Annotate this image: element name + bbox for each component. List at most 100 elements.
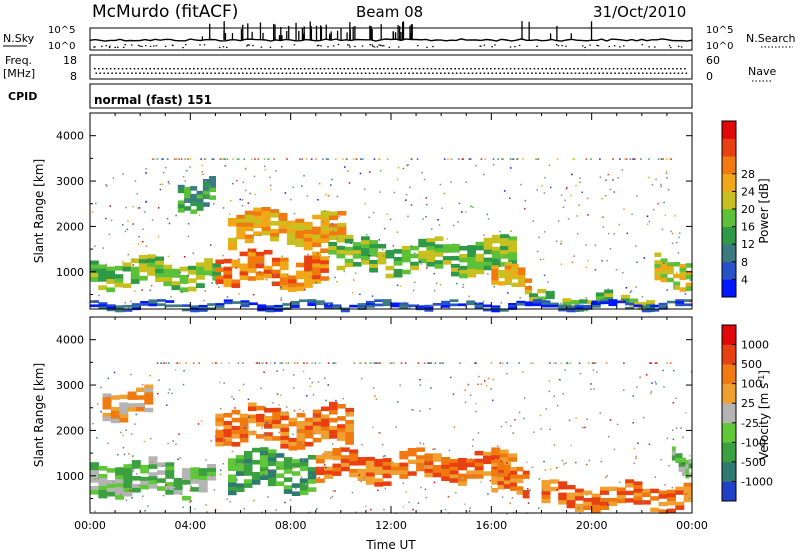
power-point (242, 181, 244, 184)
power-point (124, 302, 127, 304)
power-line-point (386, 158, 389, 160)
vel-cell (243, 451, 253, 456)
power-cell (329, 231, 338, 236)
vel-cell (182, 476, 191, 481)
vel-line-point (591, 362, 594, 364)
vel-point (168, 388, 171, 391)
vel-cell (583, 501, 593, 507)
noise-tick-top-right: 10^5 (706, 25, 733, 36)
power-point (602, 226, 604, 228)
vel-cell (312, 437, 322, 443)
vel-cell (259, 447, 269, 452)
power-cell (312, 234, 322, 240)
power-cell (399, 302, 409, 306)
power-line-point (345, 158, 348, 160)
power-cell (228, 218, 237, 223)
vel-cell (600, 486, 609, 492)
power-colorbar-segment (722, 121, 736, 139)
power-point (402, 167, 405, 170)
power-cell (207, 303, 217, 306)
power-cell (518, 282, 526, 287)
vel-line-point (335, 362, 337, 364)
vel-point (278, 404, 280, 406)
power-point (110, 219, 113, 222)
vel-cell (102, 412, 112, 418)
vel-line-point (427, 362, 429, 364)
power-line-point (634, 158, 636, 160)
vel-point (412, 409, 414, 411)
vel-cell (474, 470, 484, 475)
vel-cell (337, 404, 346, 409)
power-point (270, 188, 272, 191)
vel-point (113, 371, 116, 374)
power-point (306, 195, 309, 197)
vel-cell (156, 486, 166, 491)
power-point (606, 259, 609, 262)
freq-point (402, 68, 405, 70)
power-cell (382, 301, 392, 304)
power-point (425, 197, 427, 199)
power-cell (320, 248, 329, 253)
vel-point (419, 464, 421, 467)
power-point (130, 300, 132, 303)
noise-search-point (348, 44, 351, 46)
vel-cell (299, 486, 309, 492)
freq-point (189, 68, 191, 70)
noise-search-point (114, 46, 116, 49)
power-line-point (180, 158, 183, 160)
vel-cell (315, 455, 325, 460)
power-cell (685, 263, 693, 268)
vel-cell (424, 472, 434, 478)
vel-cell (491, 447, 501, 452)
power-point (245, 167, 247, 170)
power-point (660, 183, 662, 186)
power-cell (147, 258, 156, 264)
vel-point (308, 473, 310, 476)
vel-point (419, 442, 421, 444)
power-point (280, 299, 282, 301)
power-cell (537, 288, 547, 294)
vel-cell (291, 471, 301, 476)
power-colorbar-tick-label: 28 (741, 168, 755, 181)
vel-point (618, 481, 621, 483)
power-point (157, 235, 160, 238)
power-cell (171, 285, 181, 291)
vel-point (606, 475, 608, 477)
power-cell (231, 263, 241, 269)
power-line-point (480, 158, 483, 160)
freq-point (149, 68, 152, 70)
power-point (226, 296, 229, 298)
power-cell (332, 306, 342, 310)
vel-point (643, 416, 645, 419)
vel-point (664, 484, 666, 486)
power-line-point (211, 158, 214, 160)
velocity-heatmap-cells (90, 384, 693, 514)
vel-point (334, 490, 336, 492)
power-cell (182, 304, 191, 307)
power-point (338, 216, 340, 218)
vel-cell (110, 418, 120, 424)
power-point (678, 232, 681, 234)
vel-point (377, 489, 379, 492)
nave-point (491, 72, 494, 74)
vel-xtick-label: 12:00 (375, 519, 407, 532)
nave-point (463, 72, 466, 74)
nave-label: Nave (748, 65, 776, 78)
vel-cell (491, 480, 499, 485)
power-cell (459, 257, 468, 263)
vel-cell (349, 449, 359, 454)
vel-point (309, 511, 311, 514)
power-point (344, 166, 346, 168)
vel-cell (678, 457, 683, 463)
power-point (389, 218, 392, 220)
vel-point (444, 508, 447, 511)
power-cell (98, 302, 108, 305)
vel-cell (148, 476, 158, 481)
vel-ytick-label: 2000 (56, 424, 84, 437)
vel-cell (215, 421, 225, 427)
vel-point (263, 452, 265, 455)
power-cell (541, 300, 551, 304)
power-point (465, 181, 467, 183)
vel-cell (365, 472, 375, 477)
power-point (186, 201, 188, 203)
